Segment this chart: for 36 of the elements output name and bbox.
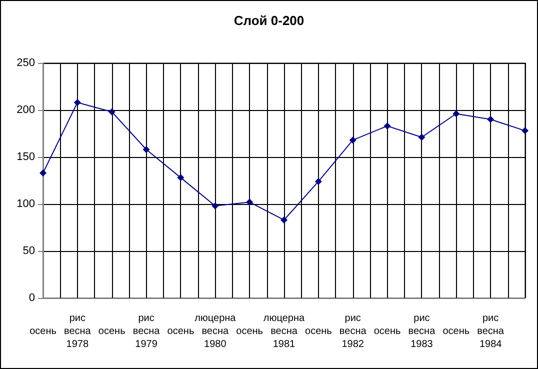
point <box>522 127 528 134</box>
point <box>314 178 322 185</box>
point <box>452 110 460 118</box>
point <box>384 122 391 130</box>
y-tick-label: 100 <box>16 198 35 210</box>
point <box>74 98 81 106</box>
y-tick-label: 250 <box>16 57 35 69</box>
y-tick-label: 150 <box>16 151 35 163</box>
y-tick-label: 50 <box>22 245 35 257</box>
point <box>142 146 150 153</box>
x-tick-label: осень <box>305 326 332 337</box>
point <box>40 169 46 176</box>
y-tick-label: 0 <box>28 292 35 304</box>
x-tick-label: осень <box>236 326 263 337</box>
x-tick-label: осень <box>167 326 194 337</box>
point <box>349 136 356 144</box>
point <box>177 174 184 182</box>
x-tick-label: осень <box>374 326 401 337</box>
x-tick-label: осень <box>442 326 470 337</box>
x-tick-label: люцерна весна 1981 <box>263 313 306 350</box>
y-tick-label: 200 <box>16 104 35 116</box>
x-tick-label: рис весна 1982 <box>339 313 367 350</box>
point <box>418 134 426 141</box>
x-tick-label: рис весна 1984 <box>477 313 504 350</box>
chart-title: Слой 0-200 <box>234 13 304 28</box>
point <box>212 202 219 210</box>
x-tick-label: осень <box>98 326 126 337</box>
x-tick-label: осень <box>30 326 56 337</box>
point <box>280 216 288 224</box>
point <box>246 198 254 206</box>
x-tick-label: рис весна 1979 <box>132 313 160 350</box>
point <box>108 108 116 116</box>
x-tick-label: люцерна весна 1980 <box>194 313 236 350</box>
x-tick-label: рис весна 1983 <box>408 313 436 350</box>
point <box>487 116 494 123</box>
x-tick-label: рис весна 1978 <box>64 313 92 350</box>
